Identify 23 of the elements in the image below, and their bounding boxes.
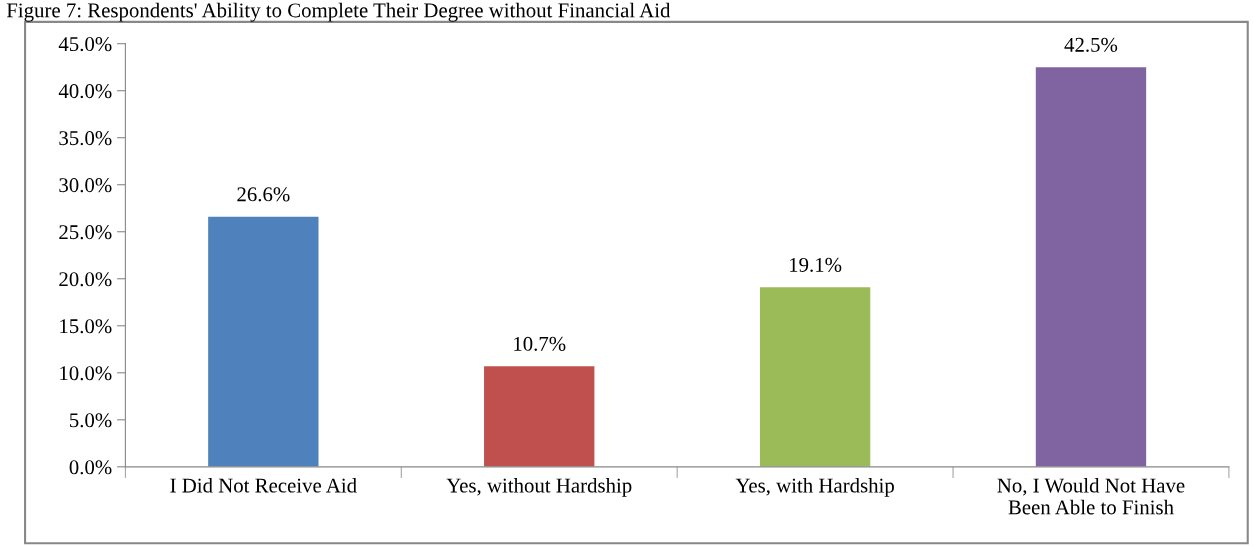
bar	[759, 287, 871, 467]
y-tick-label: 45.0%	[58, 37, 112, 52]
x-tick-label: Yes, with Hardship	[735, 477, 894, 497]
bar	[484, 366, 595, 467]
x-tick-label: Yes, without Hardship	[446, 477, 632, 497]
y-tick-label: 25.0%	[59, 225, 112, 240]
y-tick-label: 20.0%	[59, 272, 112, 287]
x-tick-label: I Did Not Receive Aid	[170, 477, 357, 493]
y-tick-label: 30.0%	[59, 178, 112, 193]
y-tick-label: 5.0%	[70, 413, 112, 428]
y-tick-label: 10.0%	[60, 366, 112, 381]
data-label: 26.6%	[237, 187, 290, 202]
y-tick-label: 35.0%	[59, 131, 112, 146]
y-tick-label: 0.0%	[69, 460, 112, 475]
y-tick-label: 15.0%	[60, 319, 112, 334]
x-tick-label: No, I Would Not Have Been Able to Finish	[997, 477, 1185, 515]
bar	[208, 216, 319, 467]
chart-title: Figure 7: Respondents' Ability to Complete Their Degree without Financial Aid	[6, 2, 671, 22]
bar	[1035, 67, 1147, 467]
data-label: 19.1%	[790, 257, 842, 272]
y-tick-label: 40.0%	[58, 84, 112, 99]
data-label: 42.5%	[1064, 37, 1118, 52]
data-label: 10.7%	[514, 336, 566, 351]
